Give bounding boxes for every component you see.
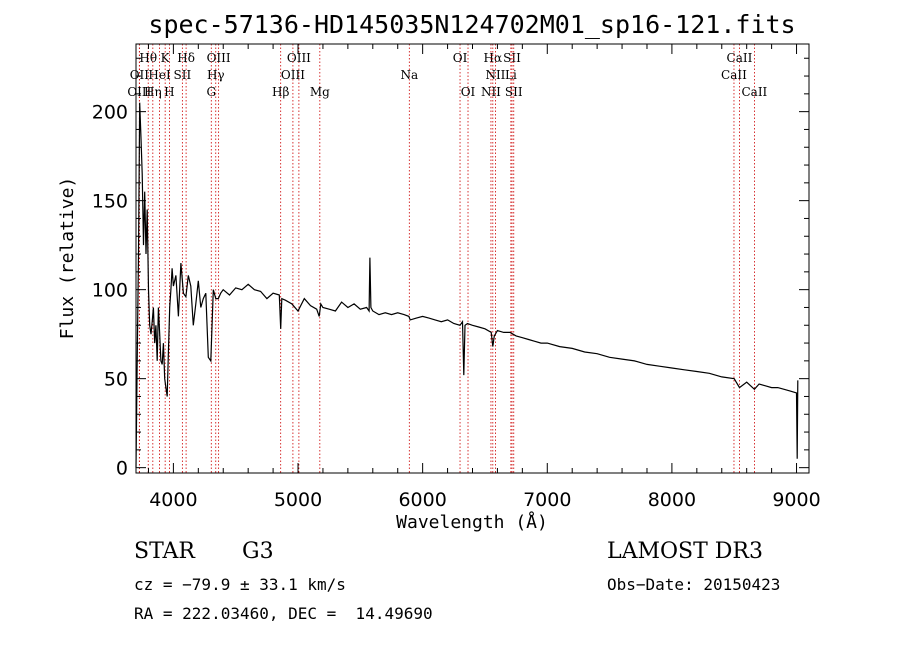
spectral-line-label: Hβ: [272, 85, 289, 99]
spectral-line-label: OIII: [281, 68, 305, 82]
spectral-line-label: Hα: [484, 51, 503, 65]
coordinates: RA = 222.03460, DEC = 14.49690: [134, 604, 433, 623]
x-tick-label: 6000: [398, 489, 446, 511]
object-subclass: G3: [242, 539, 274, 564]
y-tick-label: 50: [104, 369, 128, 391]
spectral-line-label: CaII: [721, 68, 747, 82]
spectral-line-label: OIII: [207, 51, 231, 65]
spectral-line-label: NII: [481, 85, 501, 99]
redshift-velocity: cz = −79.9 ± 33.1 km/s: [134, 575, 346, 594]
spectral-line-label: H: [164, 85, 174, 99]
spectral-line-label: G: [206, 85, 216, 99]
chart-title: spec-57136-HD145035N124702M01_sp16-121.f…: [148, 10, 795, 39]
spectral-line-label: CaII: [727, 51, 753, 65]
survey-name: LAMOST DR3: [607, 539, 763, 564]
spectral-line-label: Mg: [310, 85, 330, 99]
spectral-line-label: K: [161, 51, 171, 65]
x-tick-label: 5000: [274, 489, 322, 511]
plot-frame: [135, 43, 810, 474]
spectral-line-label: OI: [461, 85, 476, 99]
spectral-line-label: NII: [485, 68, 505, 82]
spectral-line-label: Li: [505, 68, 517, 82]
y-axis-ticks: 0 50 100 150 200: [92, 57, 809, 480]
y-tick-label: 0: [116, 458, 128, 480]
spectral-line-label: OIII: [127, 85, 151, 99]
spectral-line-label: OI: [453, 51, 468, 65]
spectral-line-label: Hθ: [139, 51, 157, 65]
y-tick-label: 150: [92, 191, 128, 213]
spectral-line-label: Hη: [144, 85, 162, 99]
observation-date: Obs−Date: 20150423: [607, 575, 781, 594]
y-tick-label: 100: [92, 280, 128, 302]
spectral-line-label: CaII: [741, 85, 767, 99]
spectral-line-label: Na: [400, 68, 418, 82]
x-tick-label: 8000: [648, 489, 696, 511]
x-tick-label: 4000: [149, 489, 197, 511]
x-axis-label: Wavelength (Å): [396, 511, 548, 533]
y-axis-label: Flux (relative): [57, 177, 78, 340]
spectral-line-label: Hγ: [207, 68, 225, 82]
x-axis-ticks: 4000 5000 6000 7000 8000 9000: [147, 44, 821, 511]
x-tick-label: 7000: [523, 489, 571, 511]
spectral-line-label: OII: [130, 68, 150, 82]
y-tick-label: 200: [92, 102, 128, 124]
spectral-line-label: Hδ: [177, 51, 195, 65]
spectral-line-label: SII: [505, 85, 523, 99]
spectrum-series-line: [135, 102, 799, 468]
x-tick-label: 9000: [772, 489, 820, 511]
spectral-line-label: HeI: [148, 68, 171, 82]
spectral-line-label: OIII: [287, 51, 311, 65]
object-class: STAR: [134, 539, 195, 564]
spectral-line-label: SII: [503, 51, 521, 65]
spectral-line-label: SII: [174, 68, 192, 82]
